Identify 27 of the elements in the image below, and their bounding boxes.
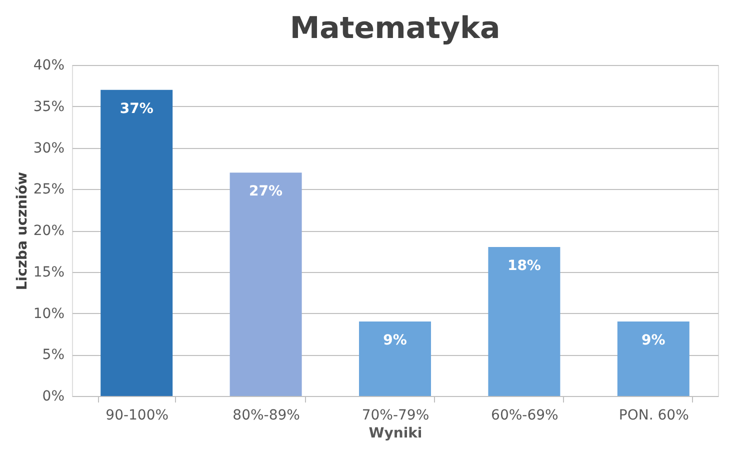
x-tick-label: 80%-89%: [232, 408, 300, 424]
x-tick-label: PON. 60%: [618, 408, 689, 424]
data-label: 27%: [249, 184, 283, 200]
y-axis-title: Liczba uczniów: [14, 172, 30, 290]
x-tick-label: 70%-79%: [362, 408, 430, 424]
bar: [359, 322, 431, 396]
y-tick-label: 10%: [33, 306, 64, 322]
data-label: 9%: [642, 332, 666, 349]
bar: [617, 322, 690, 396]
y-tick-label: 30%: [33, 140, 64, 156]
y-tick-label: 15%: [33, 264, 64, 280]
y-tick-label: 35%: [33, 98, 64, 115]
bar: [230, 172, 302, 396]
y-tick-label: 5%: [42, 347, 64, 364]
data-label: 9%: [383, 332, 407, 349]
y-tick-label: 25%: [33, 182, 64, 198]
bar: [100, 90, 173, 396]
y-tick-label: 0%: [42, 388, 64, 404]
x-axis-title: Wyniki: [368, 426, 422, 442]
data-label: 18%: [507, 258, 541, 274]
data-label: 37%: [120, 100, 154, 117]
x-tick-label: 90-100%: [106, 408, 169, 424]
y-tick-label: 40%: [33, 58, 64, 74]
chart-title: Matematyka: [290, 11, 500, 46]
y-tick-label: 20%: [33, 223, 64, 239]
x-tick-label: 60%-69%: [491, 408, 558, 424]
bar: [488, 247, 560, 396]
